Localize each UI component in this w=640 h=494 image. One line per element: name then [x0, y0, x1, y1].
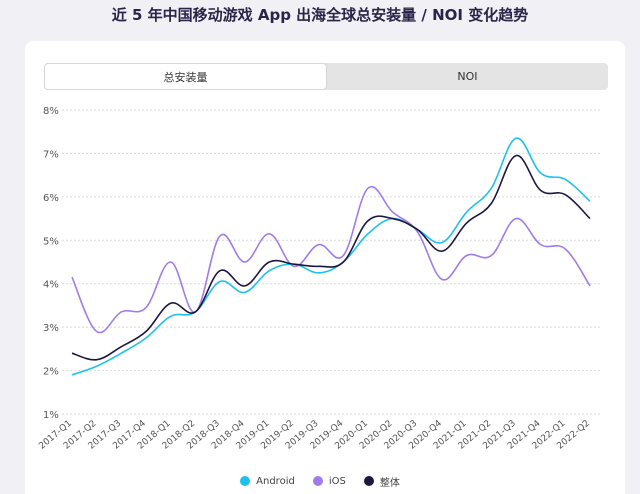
- legend-swatch-android: [240, 476, 251, 486]
- y-tick-label: 5%: [43, 236, 59, 247]
- series-line-overall: [71, 154, 591, 361]
- legend-label-overall: 整体: [379, 477, 400, 489]
- y-tick-label: 6%: [43, 193, 59, 204]
- page-title: 近 5 年中国移动游戏 App 出海全球总安装量 / NOI 变化趋势: [111, 6, 529, 24]
- y-tick-label: 8%: [43, 106, 59, 117]
- chart-panel: [25, 41, 625, 494]
- legend-swatch-ios: [312, 476, 323, 486]
- series-line-android: [71, 137, 591, 376]
- legend-item-ios[interactable]: iOS: [312, 475, 346, 487]
- y-tick-label: 3%: [43, 323, 59, 334]
- tab-bar: 总安装量 NOI: [44, 63, 608, 90]
- tab-total-installs[interactable]: 总安装量: [44, 63, 327, 90]
- y-tick-label: 1%: [43, 410, 59, 421]
- series-line-ios: [71, 185, 591, 334]
- legend-item-overall[interactable]: 整体: [363, 474, 400, 489]
- legend-label-ios: iOS: [328, 475, 346, 487]
- chart-legend: Android iOS 整体: [0, 472, 640, 490]
- legend-swatch-overall: [363, 476, 374, 486]
- y-tick-label: 2%: [43, 367, 59, 378]
- tab-noi[interactable]: NOI: [457, 70, 478, 83]
- legend-item-android[interactable]: Android: [240, 476, 295, 487]
- legend-label-android: Android: [256, 475, 295, 487]
- y-tick-label: 4%: [43, 280, 59, 291]
- y-tick-label: 7%: [43, 149, 59, 160]
